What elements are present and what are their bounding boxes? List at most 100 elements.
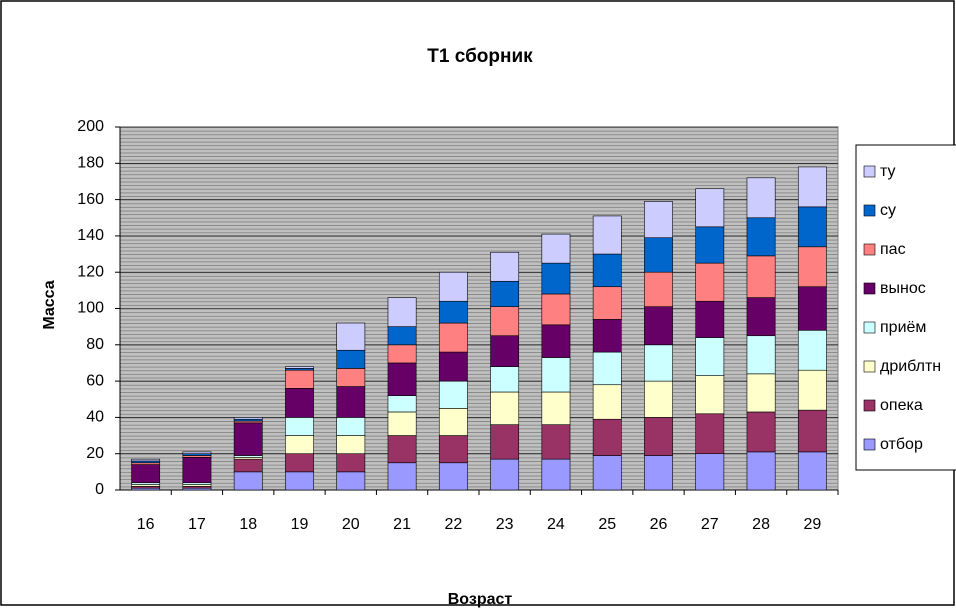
legend-swatch: [863, 399, 876, 412]
bar-segment: [387, 462, 417, 491]
bar-segment: [797, 409, 827, 453]
legend-swatch: [863, 165, 876, 178]
bar-segment: [644, 306, 673, 346]
x-tick-label: 20: [342, 516, 360, 533]
y-tick-label: 140: [77, 227, 104, 244]
bar-segment: [746, 177, 776, 219]
bar-segment: [541, 458, 571, 491]
legend-label: вынос: [880, 280, 926, 297]
bar-segment: [644, 271, 673, 307]
bar-segment: [592, 286, 622, 320]
bar-segment: [285, 435, 314, 454]
legend-box: [855, 144, 956, 471]
bar-segment: [233, 417, 263, 420]
bar-segment: [336, 386, 366, 418]
bar-segment: [233, 471, 263, 491]
x-tick-label: 28: [752, 516, 770, 533]
bar-segment: [592, 253, 622, 288]
bar-segment: [541, 391, 571, 425]
bar-segment: [644, 455, 673, 491]
bar-segment: [746, 217, 776, 257]
bar-segment: [797, 246, 827, 288]
bar-segment: [695, 188, 725, 228]
bar-segment: [695, 375, 725, 415]
y-tick-label: 120: [77, 263, 104, 280]
bar-segment: [541, 293, 571, 326]
bar-segment: [541, 324, 571, 358]
y-tick-label: 20: [86, 445, 104, 462]
y-tick-label: 60: [86, 372, 104, 389]
bar-segment: [490, 424, 520, 460]
bar-segment: [592, 351, 622, 386]
bar-segment: [438, 408, 468, 436]
bar-segment: [336, 322, 366, 351]
bar-segment: [438, 271, 468, 302]
bar-segment: [387, 297, 417, 327]
y-tick-label: 180: [77, 155, 104, 172]
bar-segment: [131, 464, 161, 484]
bar-segment: [438, 322, 468, 353]
bar-segment: [387, 395, 417, 413]
bar-segment: [490, 280, 520, 307]
bar-segment: [541, 262, 571, 295]
bar-segment: [336, 349, 366, 369]
bar-segment: [644, 380, 673, 418]
x-tick-label: 19: [291, 516, 309, 533]
bar-segment: [490, 251, 520, 282]
x-tick-label: 25: [598, 516, 616, 533]
bar-segment: [746, 373, 776, 413]
legend-label: су: [880, 202, 896, 219]
bar-segment: [592, 418, 622, 456]
legend-label: пас: [880, 241, 906, 258]
x-tick-label: 18: [239, 516, 257, 533]
bar-segment: [438, 435, 468, 464]
bar-segment: [644, 344, 673, 382]
bar-segment: [490, 458, 520, 491]
legend-swatch: [863, 204, 876, 217]
bar-segment: [644, 237, 673, 273]
bar-segment: [695, 337, 725, 376]
bar-segment: [592, 455, 622, 491]
bar-segment: [592, 319, 622, 353]
legend-swatch: [863, 243, 876, 256]
y-tick-label: 80: [86, 336, 104, 353]
bar-segment: [131, 458, 161, 462]
bar-segment: [336, 417, 366, 436]
legend-swatch: [863, 438, 876, 451]
legend-label: приём: [880, 319, 926, 336]
bar-segment: [797, 166, 827, 208]
x-axis-label: Возраст: [448, 591, 513, 608]
bar-segment: [336, 471, 366, 491]
bar-segment: [746, 255, 776, 298]
bar-segment: [387, 435, 417, 464]
bar-segment: [438, 300, 468, 324]
bar-segment: [285, 388, 314, 418]
bar-segment: [490, 335, 520, 367]
x-tick-label: 24: [547, 516, 565, 533]
bar-segment: [233, 422, 263, 456]
bar-segment: [182, 457, 212, 484]
bar-segment: [387, 362, 417, 396]
y-tick-label: 160: [77, 191, 104, 208]
x-tick-label: 22: [444, 516, 462, 533]
bar-segment: [797, 329, 827, 371]
bar-segment: [695, 413, 725, 454]
y-axis-label: Масса: [41, 280, 58, 329]
bar-segment: [592, 215, 622, 255]
bar-segment: [387, 326, 417, 346]
legend-swatch: [863, 360, 876, 373]
bar-segment: [336, 453, 366, 473]
y-tick-label: 200: [77, 118, 104, 135]
chart-title: T1 сборник: [427, 46, 533, 67]
bar-segment: [644, 417, 673, 456]
bar-segment: [336, 435, 366, 454]
bar-segment: [541, 424, 571, 460]
bar-segment: [644, 201, 673, 239]
bar-segment: [746, 297, 776, 337]
bar-segment: [592, 384, 622, 420]
x-tick-label: 27: [701, 516, 719, 533]
bar-segment: [541, 357, 571, 393]
bar-segment: [438, 380, 468, 409]
bar-segment: [695, 226, 725, 264]
x-tick-label: 23: [496, 516, 514, 533]
